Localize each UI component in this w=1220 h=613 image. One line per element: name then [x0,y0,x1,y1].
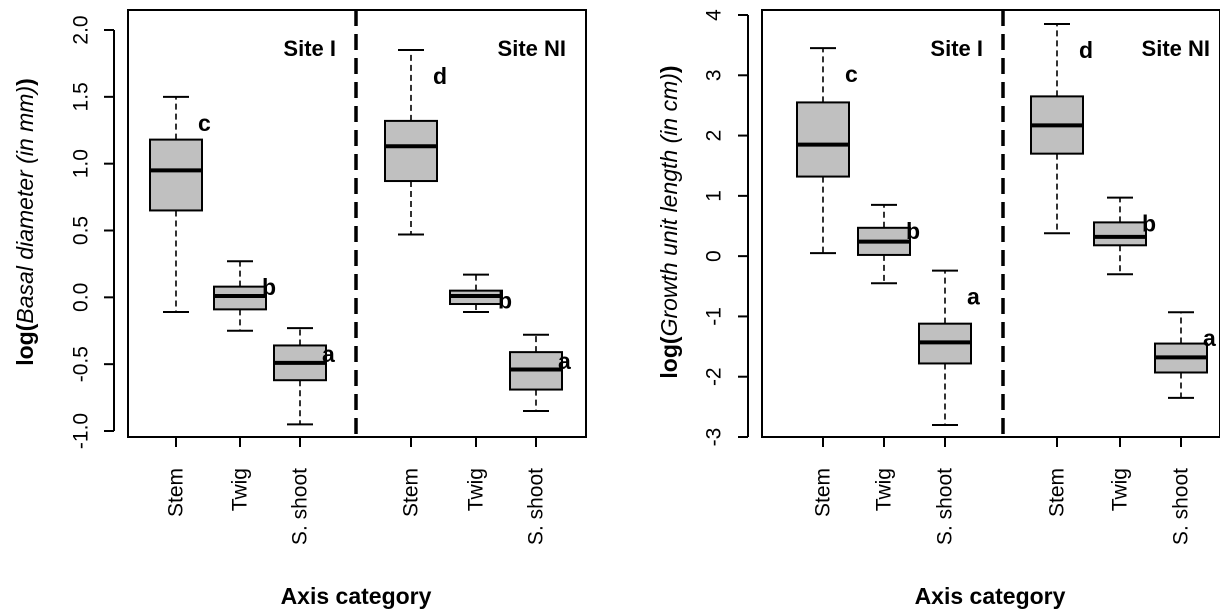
y-tick-label: -0.5 [70,346,93,382]
boxplot-twig: b Twig [1093,196,1156,511]
chart-panel-2: -3 -2 -1 0 1 2 3 4 log(Growth unit length (in cm… [656,9,1220,609]
category-label: Stem [812,468,835,517]
boxplot-s-shoot: a S. shoot [273,327,335,545]
box-iqr [1093,221,1147,247]
y-tick-label: 4 [703,9,726,21]
boxplot-twig: b Twig [857,203,920,511]
category-label: Stem [165,468,188,517]
site-label: Site I [283,36,336,61]
significance-letter: a [1203,325,1216,351]
y-tick-label: 2.0 [70,15,93,44]
y-tick-label: 1.0 [70,149,93,178]
y-tick-label: -1 [703,307,726,326]
y-tick-label: -1.0 [70,413,93,449]
significance-letter: d [1079,37,1093,63]
y-axis-title-italic: Growth unit length (in cm) [656,73,682,336]
chart-panel-1: -1.0 -0.5 0.0 0.5 1.0 1.5 2.0 log(Basal diamete… [12,9,587,609]
category-label: Twig [465,468,488,511]
boxplot-stem: d Stem [384,49,447,517]
box-iqr [796,101,850,178]
site-label: Site NI [1142,36,1210,61]
boxplot-s-shoot: a S. shoot [918,269,980,545]
category-label: S. shoot [1170,468,1193,545]
y-axis-title-italic: Basal diameter (in mm) [12,86,38,324]
significance-letter: a [558,348,571,374]
significance-letter: a [967,284,980,310]
y-tick-label: 0 [703,250,726,262]
x-axis-title: Axis category [915,583,1066,609]
site-label: Site I [930,36,983,61]
category-label: Stem [400,468,423,517]
significance-letter: b [906,218,920,244]
category-label: S. shoot [934,468,957,545]
category-label: Twig [229,468,252,511]
category-label: S. shoot [525,468,548,545]
y-axis-title-prefix: log( [656,336,682,378]
y-tick-label: 1 [703,190,726,202]
y-tick-label: 3 [703,69,726,81]
boxplot-stem: c Stem [149,95,211,517]
y-tick-label: 0.0 [70,283,93,312]
boxplot-stem: d Stem [1030,23,1093,517]
significance-letter: b [262,274,276,300]
y-axis-title-suffix: ) [656,65,682,73]
significance-letter: a [322,341,335,367]
boxplot-s-shoot: a S. shoot [509,333,571,545]
box-iqr [213,285,267,311]
y-tick-label: 2 [703,130,726,142]
category-label: Stem [1046,468,1069,517]
plot-frame [761,9,1220,438]
category-label: S. shoot [289,468,312,545]
boxplot-stem: c Stem [796,47,858,517]
y-tick-label: 1.5 [70,82,93,111]
y-tick-label: 0.5 [70,216,93,245]
box-iqr [384,119,438,183]
boxplot-twig: b Twig [449,273,512,511]
significance-letter: d [433,63,447,89]
category-label: Twig [1109,468,1132,511]
x-axis-title: Axis category [281,583,432,609]
y-axis-title: log(Basal diameter (in mm)) [12,78,38,366]
significance-letter: c [845,61,858,87]
site-label: Site NI [498,36,566,61]
box-iqr [149,138,203,212]
boxplot-s-shoot: a S. shoot [1154,311,1216,545]
y-tick-label: -2 [703,367,726,386]
significance-letter: c [198,110,211,136]
significance-letter: b [1142,211,1156,237]
y-axis-title: log(Growth unit length (in cm)) [656,65,682,378]
category-label: Twig [873,468,896,511]
y-axis-title-suffix: ) [12,78,38,86]
boxplot-twig: b Twig [213,260,276,511]
significance-letter: b [498,288,512,314]
y-tick-label: -3 [703,428,726,447]
y-axis-title-prefix: log( [12,323,38,365]
